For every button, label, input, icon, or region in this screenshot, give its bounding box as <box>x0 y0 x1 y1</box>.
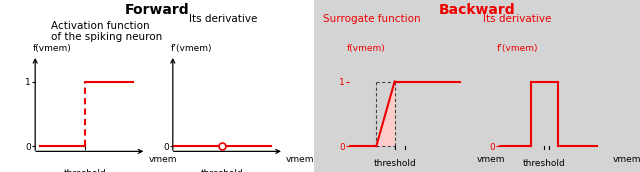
Text: threshold: threshold <box>0 171 1 172</box>
Text: Forward: Forward <box>125 3 189 17</box>
Text: f’(vmem): f’(vmem) <box>497 44 539 53</box>
Text: f(vmem): f(vmem) <box>0 171 1 172</box>
Text: vmem: vmem <box>476 155 505 164</box>
Text: vmem: vmem <box>0 171 1 172</box>
Text: threshold: threshold <box>201 169 244 172</box>
Text: vmem: vmem <box>286 155 314 164</box>
Text: threshold: threshold <box>63 169 106 172</box>
Text: Activation function
of the spiking neuron: Activation function of the spiking neuro… <box>51 21 163 42</box>
Text: Its derivative: Its derivative <box>189 14 257 24</box>
Polygon shape <box>376 82 395 146</box>
Text: threshold: threshold <box>523 159 566 168</box>
Text: Backward: Backward <box>438 3 515 17</box>
Text: f’(vmem): f’(vmem) <box>0 171 1 172</box>
Text: f(vmem): f(vmem) <box>347 44 385 53</box>
Text: f’(vmem): f’(vmem) <box>171 44 212 53</box>
Text: f(vmem): f(vmem) <box>33 44 72 53</box>
Text: Surrogate function: Surrogate function <box>323 14 421 24</box>
Text: threshold: threshold <box>0 171 1 172</box>
Text: vmem: vmem <box>148 155 177 164</box>
Text: threshold: threshold <box>373 159 416 168</box>
Text: Its derivative: Its derivative <box>483 14 552 24</box>
Text: vmem: vmem <box>0 171 1 172</box>
Text: vmem: vmem <box>612 155 640 164</box>
